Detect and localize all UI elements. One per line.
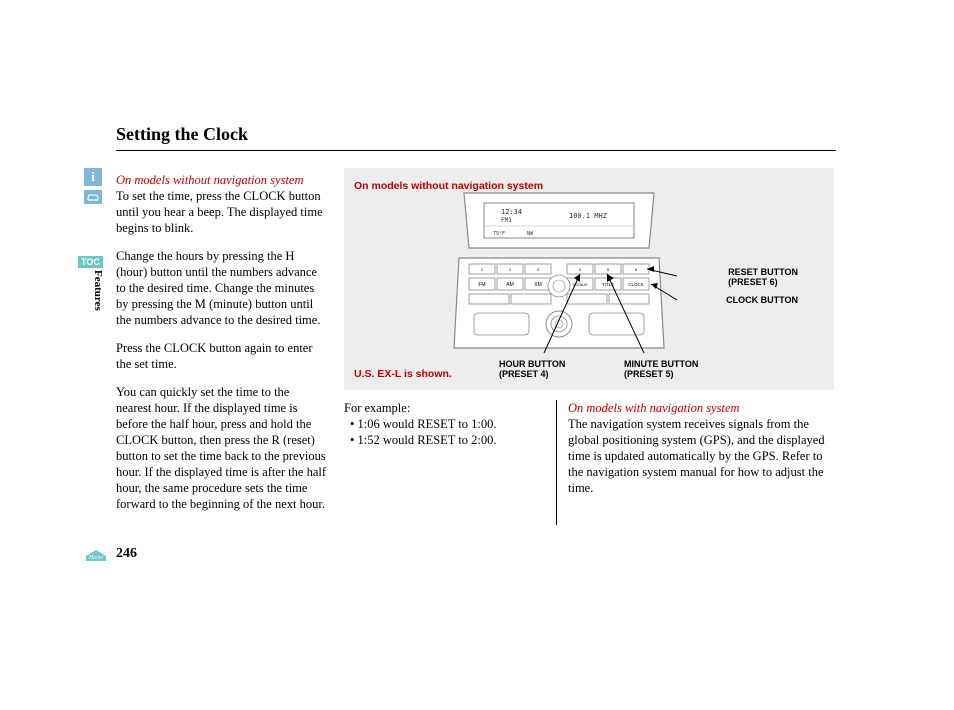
col1-p2: Change the hours by pressing the H (hour… [116,248,326,328]
col1-heading: On models without navigation system [116,173,304,187]
col1-p3: Press the CLOCK button again to enter th… [116,340,326,372]
col2-bullet1: 1:06 would RESET to 1:00. [350,416,544,432]
col3-p1: The navigation system receives signals f… [568,417,825,495]
car-icon[interactable] [84,190,102,204]
home-icon[interactable]: Home [84,548,108,562]
toc-badge[interactable]: TOC [78,256,103,268]
callout-clock: CLOCK BUTTON [726,296,798,306]
column-1: On models without navigation system To s… [116,172,326,524]
page-number: 246 [116,546,137,562]
info-icon[interactable]: i [84,168,102,186]
features-label: Features [92,270,104,311]
col1-p4: You can quickly set the time to the near… [116,384,326,512]
column-divider [556,400,557,525]
callout-minute: MINUTE BUTTON (PRESET 5) [624,360,698,380]
col1-p1: To set the time, press the CLOCK button … [116,189,323,235]
page-title: Setting the Clock [116,124,248,145]
col3-heading: On models with navigation system [568,401,740,415]
svg-text:Home: Home [88,555,104,561]
title-underline [116,150,836,151]
sidebar-icons: i [84,168,102,204]
col2-bullet2: 1:52 would RESET to 2:00. [350,432,544,448]
col2-intro: For example: [344,400,544,416]
callout-hour: HOUR BUTTON (PRESET 4) [499,360,565,380]
diagram-box: On models without navigation system U.S.… [344,168,834,390]
column-2: For example: 1:06 would RESET to 1:00. 1… [344,400,544,448]
column-3: On models with navigation system The nav… [568,400,828,496]
callout-reset: RESET BUTTON (PRESET 6) [728,268,798,288]
